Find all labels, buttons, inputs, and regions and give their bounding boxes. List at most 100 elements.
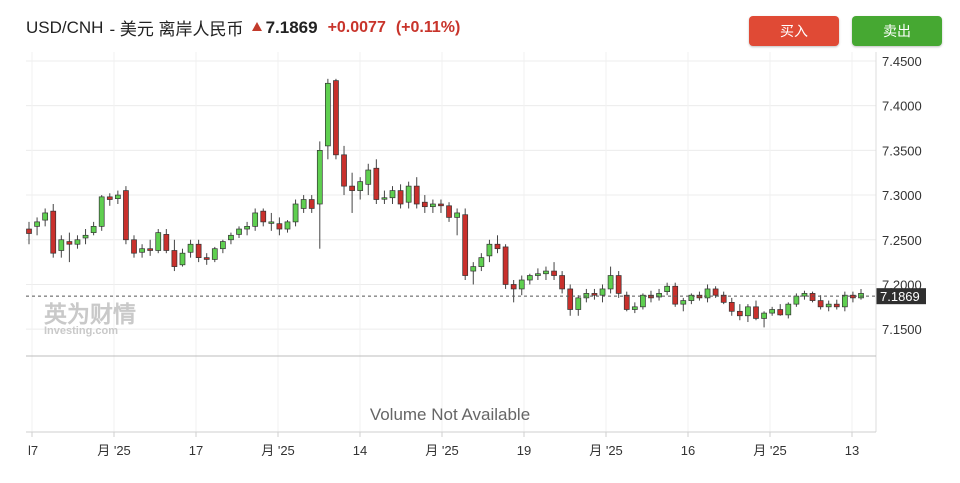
candle [438, 199, 444, 213]
candle [155, 229, 162, 254]
y-tick-label: 7.2000 [882, 277, 922, 292]
candle [147, 239, 154, 256]
candle [123, 186, 129, 245]
candle [58, 235, 65, 258]
candle [389, 186, 396, 204]
candle [640, 293, 646, 310]
candle-body [397, 190, 404, 205]
sell-button[interactable]: 卖出 [852, 16, 942, 46]
candle [187, 239, 194, 258]
svg-text:Investing.com: Investing.com [44, 325, 118, 337]
candle-body [575, 297, 582, 310]
candle [825, 300, 832, 312]
instrument-title: USD/CNH - 美元 离岸人民币 7.1869 +0.0077 (+0.11… [26, 15, 460, 40]
x-tick-label: 月 '25 [261, 443, 295, 458]
buy-button[interactable]: 买入 [749, 16, 839, 46]
candle [90, 221, 97, 236]
candle [446, 202, 452, 222]
candle [510, 280, 517, 303]
candle [728, 297, 735, 316]
candle-body [325, 82, 331, 147]
candle [567, 284, 574, 316]
candle-body [615, 275, 622, 294]
candle-body [349, 185, 355, 191]
up-arrow-icon [251, 22, 262, 31]
candle [599, 284, 606, 303]
x-tick-label: l7 [28, 443, 38, 458]
candle [745, 304, 751, 323]
candle [704, 284, 711, 303]
candle-body [421, 201, 428, 208]
candle [300, 195, 307, 213]
y-tick-label: 7.3000 [882, 188, 922, 203]
candle-body [50, 210, 57, 254]
candle-body [753, 306, 759, 319]
candle [769, 306, 775, 316]
candle [228, 232, 234, 245]
candle-body [454, 212, 460, 218]
candle [753, 300, 759, 321]
candle [292, 199, 299, 227]
candle [615, 271, 622, 298]
candle-body [761, 312, 767, 319]
candle-body [720, 294, 727, 303]
y-tick-label: 7.3500 [882, 143, 922, 158]
candle-body [34, 221, 40, 227]
candle [74, 235, 81, 249]
candle-body [66, 241, 73, 245]
candle [179, 248, 186, 267]
candle-body [841, 294, 848, 308]
candle [50, 204, 57, 258]
candle-body [809, 293, 816, 301]
candle-body [623, 294, 630, 310]
candle [284, 220, 291, 233]
candle [211, 246, 218, 263]
candle-body [833, 303, 840, 308]
candle-body [268, 221, 275, 224]
candle-body [252, 212, 259, 227]
candle [195, 239, 202, 263]
candle [260, 208, 267, 227]
candle-body [163, 234, 170, 251]
price-change: +0.0077 [327, 18, 386, 36]
candle [203, 253, 210, 265]
candle-body [858, 293, 864, 299]
candle-body [777, 309, 784, 316]
candle [470, 262, 477, 285]
x-tick-label: 月 '25 [753, 443, 787, 458]
candle-body [341, 154, 347, 187]
candle-body [551, 270, 557, 276]
candle-body [203, 257, 210, 260]
candle [268, 212, 275, 231]
candle-body [478, 257, 485, 267]
volume-not-available: Volume Not Available [370, 405, 530, 424]
x-tick-label: 19 [517, 443, 531, 458]
candle-body [131, 239, 137, 254]
candle [664, 282, 670, 296]
last-price-tag: 7.1869 [876, 288, 926, 305]
candles-layer [26, 78, 864, 328]
candle [333, 78, 339, 160]
candle [381, 190, 388, 204]
candle [736, 304, 743, 321]
candle [833, 299, 840, 310]
candle-body [559, 275, 565, 290]
candle [858, 288, 864, 300]
candle-body [486, 243, 493, 257]
candle [535, 268, 541, 280]
candle-body [510, 284, 517, 290]
candle [252, 208, 259, 231]
x-tick-label: 月 '25 [425, 443, 459, 458]
candle [680, 297, 687, 312]
y-tick-label: 7.1500 [882, 322, 922, 337]
candle [66, 232, 73, 263]
candle [712, 286, 719, 298]
candle-body [502, 246, 509, 285]
watermark-cn-text: 英为财情 [44, 301, 136, 328]
candle-body [373, 167, 380, 200]
candle-body [656, 293, 662, 298]
candle-body [115, 194, 121, 199]
candle [631, 302, 638, 314]
candle [607, 266, 614, 294]
